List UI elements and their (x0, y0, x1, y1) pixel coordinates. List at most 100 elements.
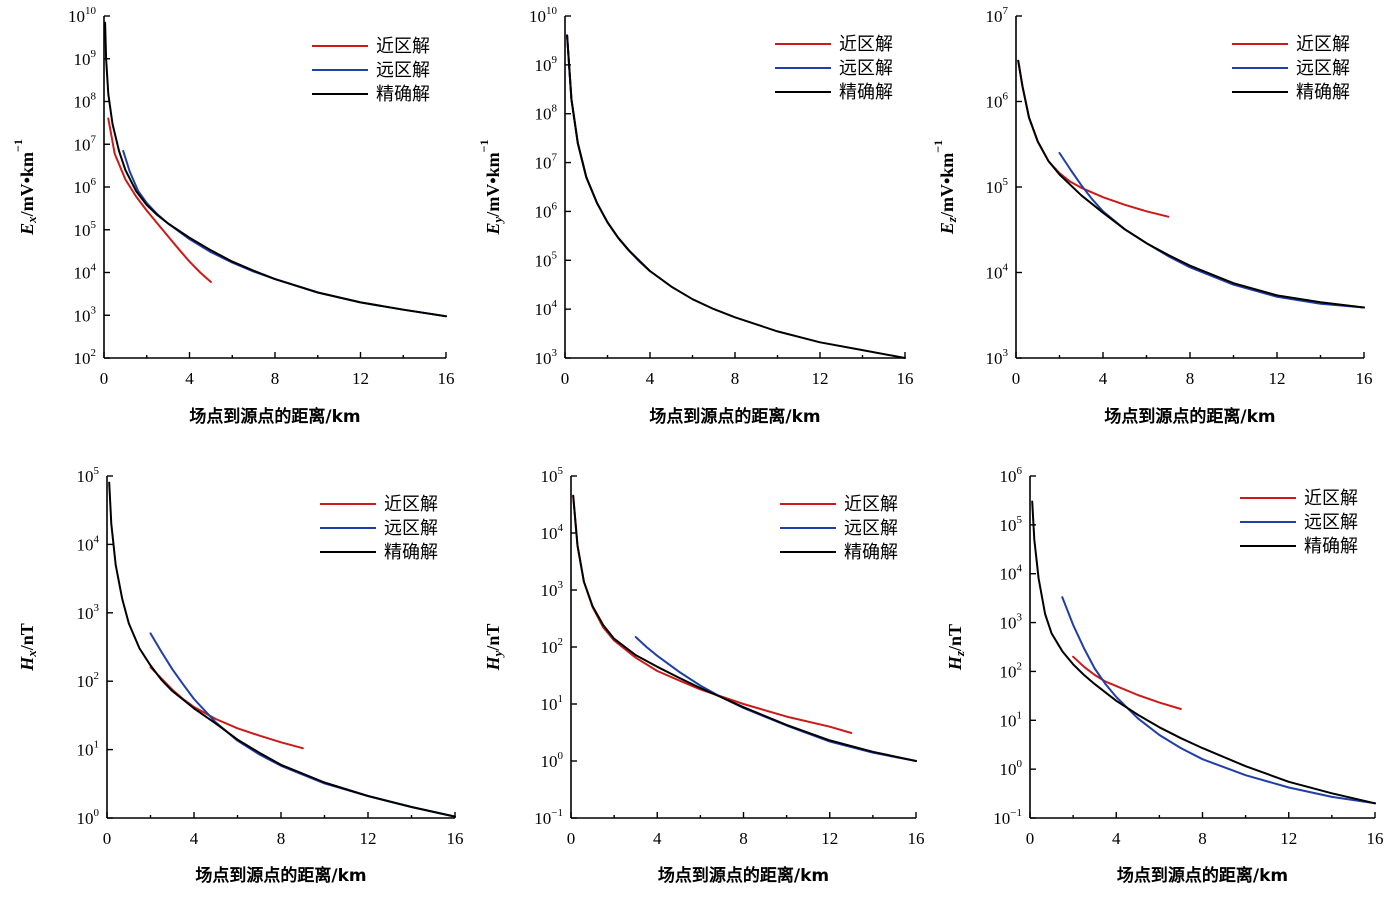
y-tick-label: 104 (986, 262, 1009, 283)
y-tick-base: 10 (74, 93, 91, 112)
y-tick-base: 10 (68, 7, 85, 26)
y-tick-exponent: 3 (1017, 612, 1023, 624)
legend-label: 远区解 (376, 60, 430, 81)
legend-label: 近区解 (844, 494, 898, 515)
y-tick-exponent: 5 (1003, 176, 1009, 188)
legend-label: 精确解 (839, 82, 893, 103)
y-tick-label: 106 (74, 176, 97, 197)
y-tick-exponent: 3 (552, 347, 558, 359)
series-line-2 (566, 34, 906, 359)
y-tick-exponent: −1 (551, 807, 563, 819)
y-tick-label: 104 (541, 522, 564, 543)
y-tick-base: 10 (541, 695, 558, 714)
y-tick-base: 10 (74, 50, 91, 69)
x-tick-label: 12 (1269, 369, 1286, 388)
y-tick-base: 10 (541, 581, 558, 600)
x-tick-label: 4 (1099, 369, 1108, 388)
y-tick-base: 10 (77, 672, 94, 691)
y-tick-label: 103 (1000, 612, 1023, 633)
y-tick-label: 103 (541, 579, 564, 600)
y-tick-exponent: 4 (1003, 262, 1009, 274)
y-tick-label: 101 (541, 693, 564, 714)
series-line-2 (108, 481, 456, 818)
y-tick-exponent: 0 (1017, 758, 1023, 770)
y-label-unit-exponent: −1 (931, 140, 945, 153)
x-tick-label: 12 (821, 829, 838, 848)
series-line-1 (149, 632, 456, 818)
y-tick-exponent: 6 (1003, 91, 1009, 103)
y-tick-label: 108 (74, 91, 97, 112)
y-tick-label: 105 (986, 176, 1009, 197)
y-tick-base: 10 (535, 105, 552, 124)
legend-label: 远区解 (1304, 512, 1358, 533)
y-tick-label: 10−1 (534, 807, 563, 828)
x-tick-label: 12 (360, 829, 377, 848)
legend-label: 精确解 (844, 542, 898, 563)
y-tick-exponent: 6 (91, 176, 97, 188)
panel-ey: 0 4 8 12 161031041051061071081091010场点到源点的距离… (477, 5, 914, 427)
y-tick-exponent: 9 (91, 48, 97, 60)
legend-label: 近区解 (839, 34, 893, 55)
x-tick-label: 16 (897, 369, 914, 388)
y-tick-label: 100 (541, 750, 564, 771)
y-tick-label: 100 (1000, 758, 1023, 779)
x-tick-label: 4 (653, 829, 662, 848)
y-label-unit: /mV•km (483, 152, 503, 217)
y-tick-base: 10 (535, 202, 552, 221)
series-line-1 (634, 636, 917, 762)
legend-label: 精确解 (1304, 536, 1358, 557)
y-tick-label: 107 (986, 5, 1009, 26)
y-tick-label: 103 (986, 347, 1009, 368)
y-tick-base: 10 (986, 349, 1003, 368)
y-label-symbol: E (483, 222, 503, 235)
y-tick-exponent: 2 (1017, 660, 1023, 672)
y-tick-exponent: 4 (94, 533, 100, 545)
y-tick-exponent: 4 (552, 298, 558, 310)
y-tick-base: 10 (986, 264, 1003, 283)
x-axis-label: 场点到源点的距离/km (658, 865, 829, 886)
panel-ez: 0 4 8 12 16103104105106107场点到源点的距离/kmEz/mV•k… (931, 5, 1373, 427)
legend-label: 远区解 (1296, 58, 1350, 79)
series-line-1 (1058, 152, 1365, 309)
series-line-0 (107, 117, 212, 283)
x-tick-label: 16 (438, 369, 455, 388)
y-tick-label: 10−1 (993, 807, 1022, 828)
y-label-symbol: E (937, 222, 957, 235)
y-tick-base: 10 (1000, 760, 1017, 779)
y-tick-label: 105 (1000, 514, 1023, 535)
y-label-symbol: H (483, 655, 503, 671)
x-tick-label: 4 (1112, 829, 1121, 848)
y-tick-label: 102 (541, 636, 564, 657)
y-label-symbol: H (17, 656, 37, 672)
y-tick-base: 10 (77, 809, 94, 828)
x-tick-label: 12 (812, 369, 829, 388)
y-tick-label: 109 (74, 48, 97, 69)
panel-ex: 0 4 8 12 161021031041051061071081091010场点到源点… (11, 5, 455, 427)
y-tick-exponent: 5 (94, 465, 100, 477)
x-tick-label: 8 (1186, 369, 1195, 388)
y-tick-exponent: −1 (1010, 807, 1022, 819)
legend-label: 远区解 (839, 58, 893, 79)
x-tick-label: 8 (739, 829, 748, 848)
series-line-0 (149, 666, 304, 750)
legend-label: 精确解 (1296, 82, 1350, 103)
y-tick-label: 100 (77, 807, 100, 828)
y-tick-exponent: 4 (91, 262, 97, 274)
y-tick-base: 10 (993, 809, 1010, 828)
x-axis-label: 场点到源点的距离/km (1104, 406, 1275, 427)
y-tick-label: 1010 (529, 5, 558, 26)
y-tick-exponent: 7 (1003, 5, 1009, 17)
series-line-2 (104, 21, 447, 318)
panel-hy: 0 4 8 12 1610−1100101102103104105场点到源点的距离/km… (483, 465, 925, 886)
y-tick-label: 104 (74, 262, 97, 283)
y-axis-label: Ey/mV•km−1 (477, 140, 505, 236)
y-tick-label: 101 (77, 739, 100, 760)
y-tick-base: 10 (77, 741, 94, 760)
x-tick-label: 8 (271, 369, 280, 388)
y-tick-base: 10 (541, 638, 558, 657)
y-label-symbol: H (945, 655, 965, 671)
x-axis-label: 场点到源点的距离/km (195, 865, 366, 886)
panel-hx: 0 4 8 12 16100101102103104105场点到源点的距离/kmHx/n… (17, 465, 464, 886)
y-label-unit: /nT (945, 624, 965, 652)
